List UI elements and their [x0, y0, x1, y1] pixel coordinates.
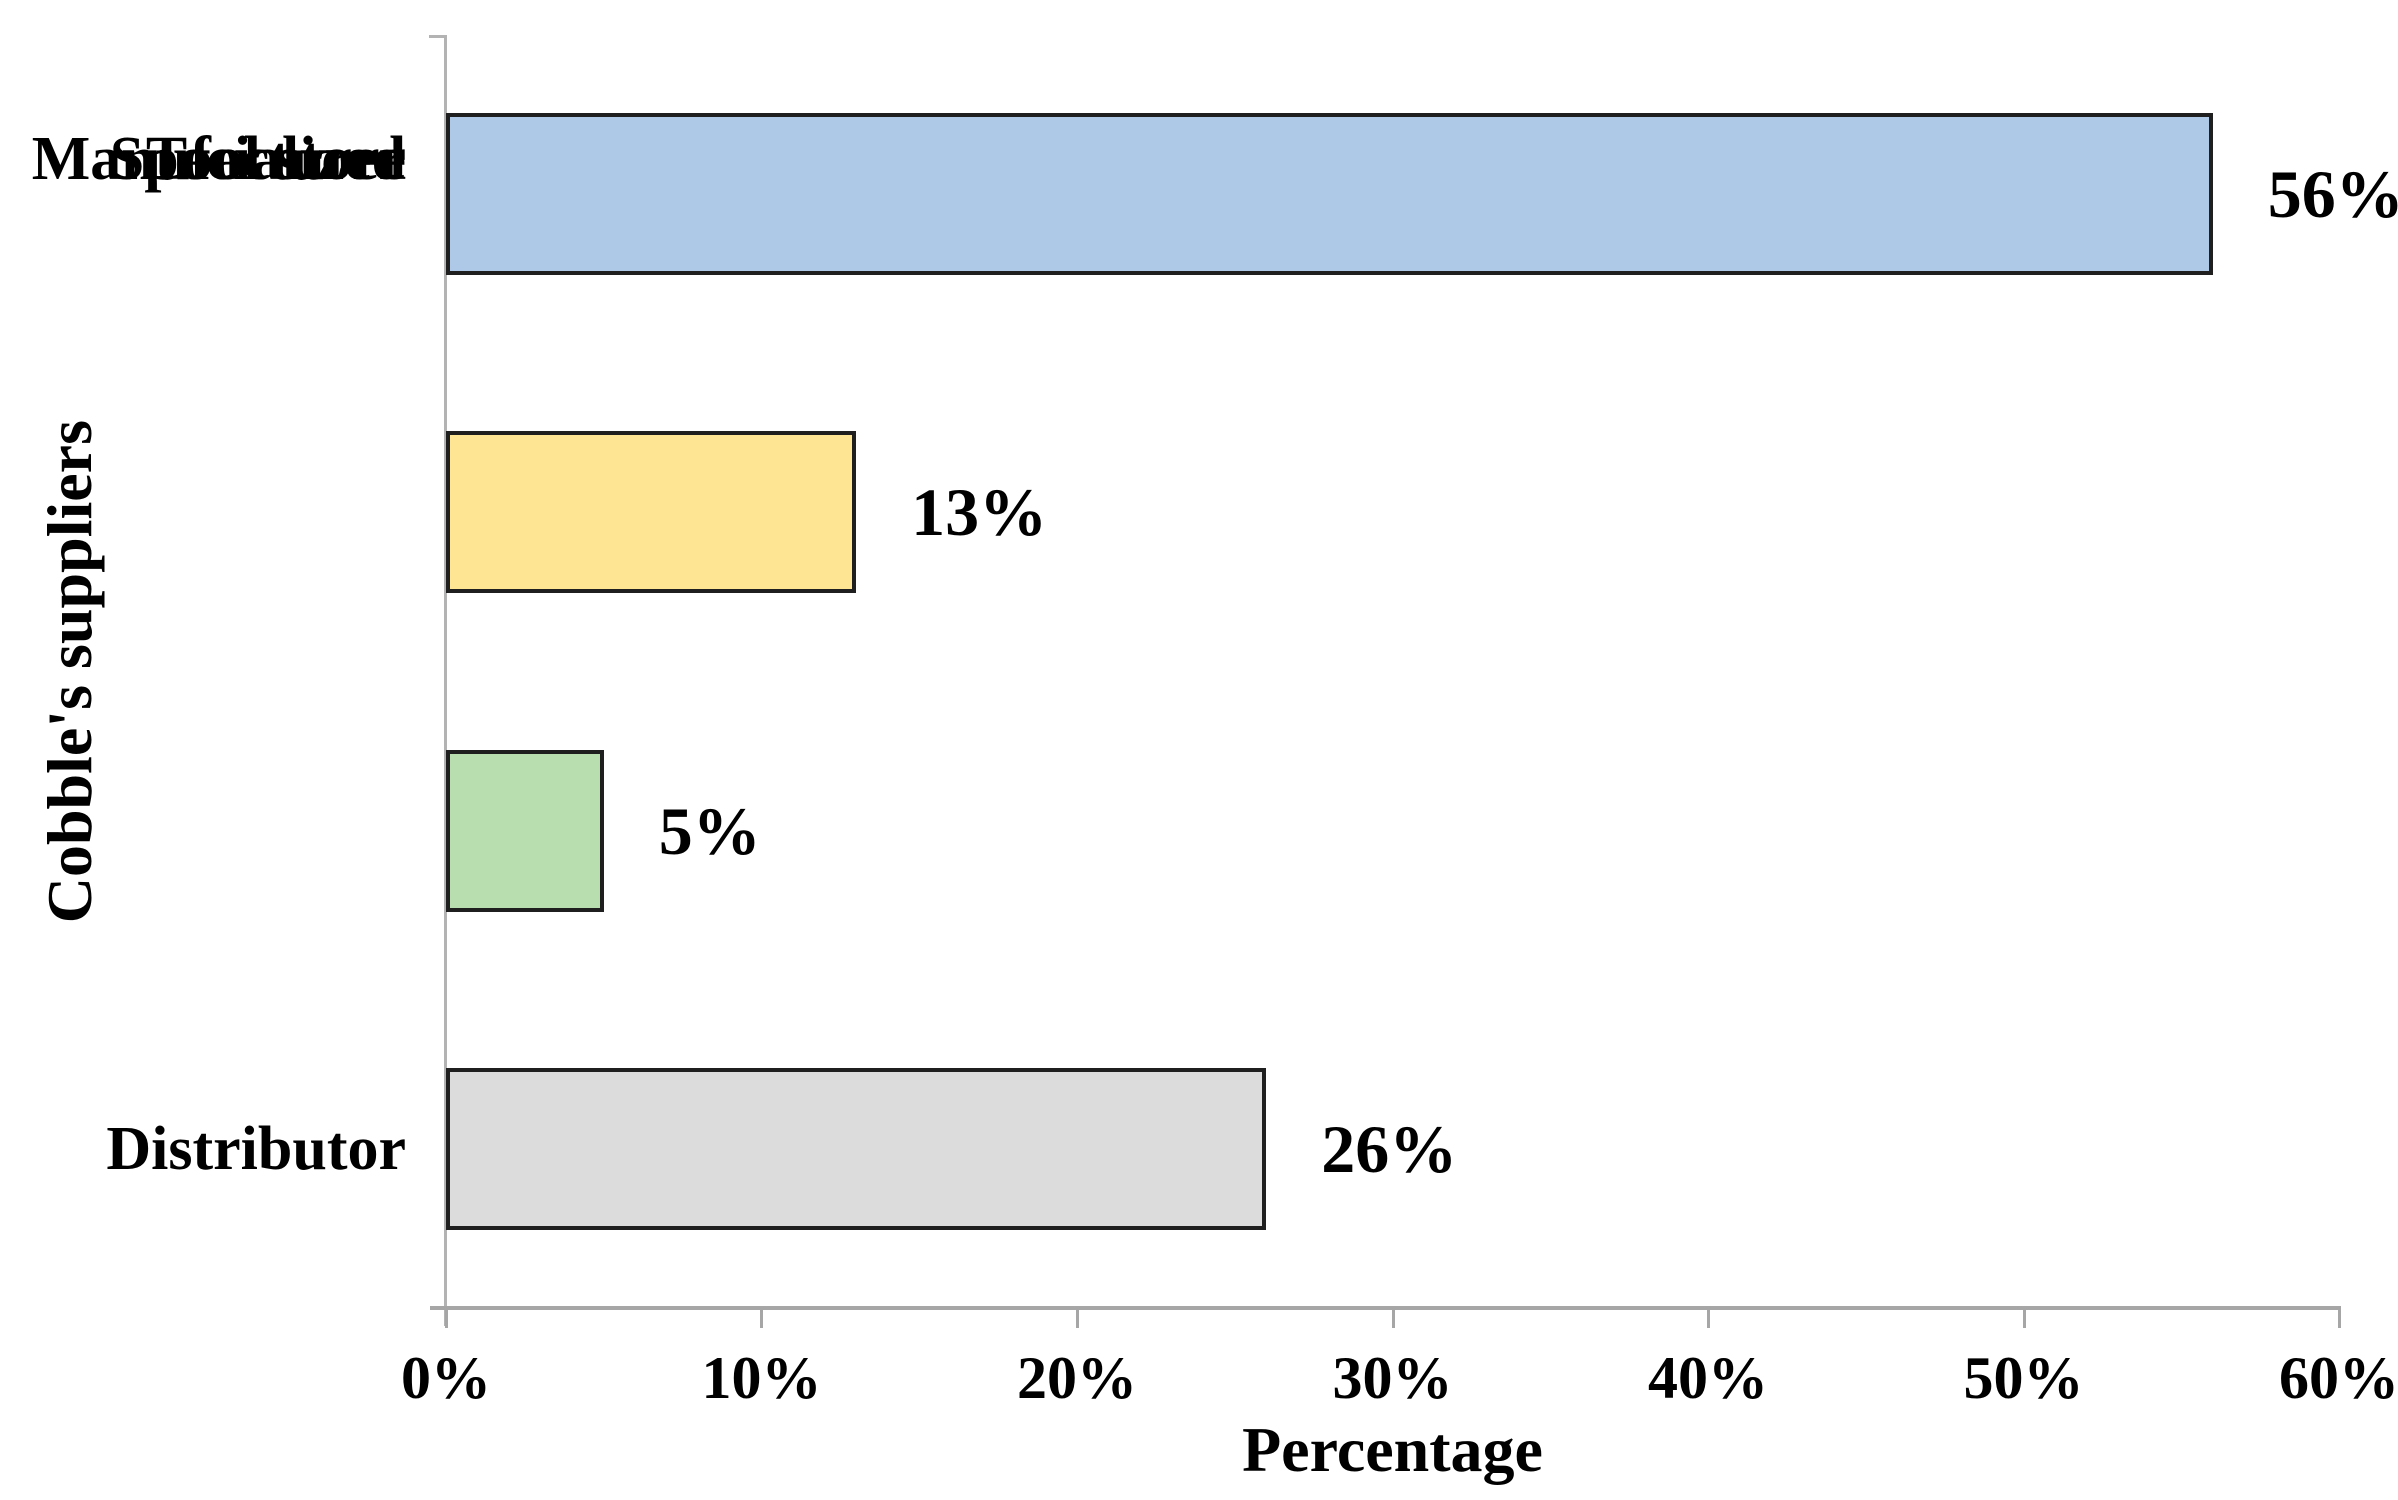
data-label-tool-store: 13% [911, 474, 1048, 550]
bar-tool-store [446, 431, 857, 593]
bar-row: 13% [446, 353, 2339, 671]
x-tick-mark [760, 1310, 764, 1328]
x-tick-label: 30% [1332, 1345, 1453, 1411]
y-axis-title-text: Cobble's suppliers [34, 419, 105, 924]
bar-manufacturer [446, 1068, 1267, 1230]
x-tick-mark [1706, 1310, 1710, 1328]
y-axis-top-tick [429, 35, 445, 38]
x-axis-title: Percentage [1242, 1414, 1543, 1485]
x-tick-mark [1391, 1310, 1395, 1328]
y-axis-line [444, 35, 447, 1326]
category-label-distributor: Distributor [106, 1114, 406, 1183]
x-tick-label: 60% [2279, 1345, 2398, 1411]
x-tick-label: 0% [401, 1345, 491, 1411]
x-tick-label: 40% [1647, 1345, 1768, 1411]
data-label-distributor: 56% [2267, 156, 2398, 232]
x-tick-label: 10% [701, 1345, 822, 1411]
plot-area: 56% 13% 5% 26% [446, 35, 2398, 1308]
y-axis-title: Cobble's suppliers [10, 35, 130, 1308]
bar-row: 56% [446, 35, 2398, 353]
data-label-manufacturer: 26% [1321, 1111, 1458, 1187]
category-label-manufacturer: Manufacturer [31, 124, 406, 193]
x-axis-line [430, 1306, 2341, 1310]
bar-distributor [446, 113, 2213, 275]
bar-specialized [446, 750, 604, 912]
data-label-specialized: 5% [658, 793, 761, 869]
category-label-tool-store: Tool store [145, 124, 406, 193]
x-tick-label: 20% [1016, 1345, 1137, 1411]
bar-row: 5% [446, 672, 2339, 990]
x-tick-mark [445, 1310, 448, 1328]
x-tick-label: 50% [1963, 1345, 2084, 1411]
x-tick-mark [2022, 1310, 2026, 1328]
x-tick-mark [2338, 1310, 2341, 1328]
x-tick-mark [1075, 1310, 1079, 1328]
bar-row: 26% [446, 990, 2339, 1308]
category-label-specialized: Specialized [109, 124, 406, 193]
